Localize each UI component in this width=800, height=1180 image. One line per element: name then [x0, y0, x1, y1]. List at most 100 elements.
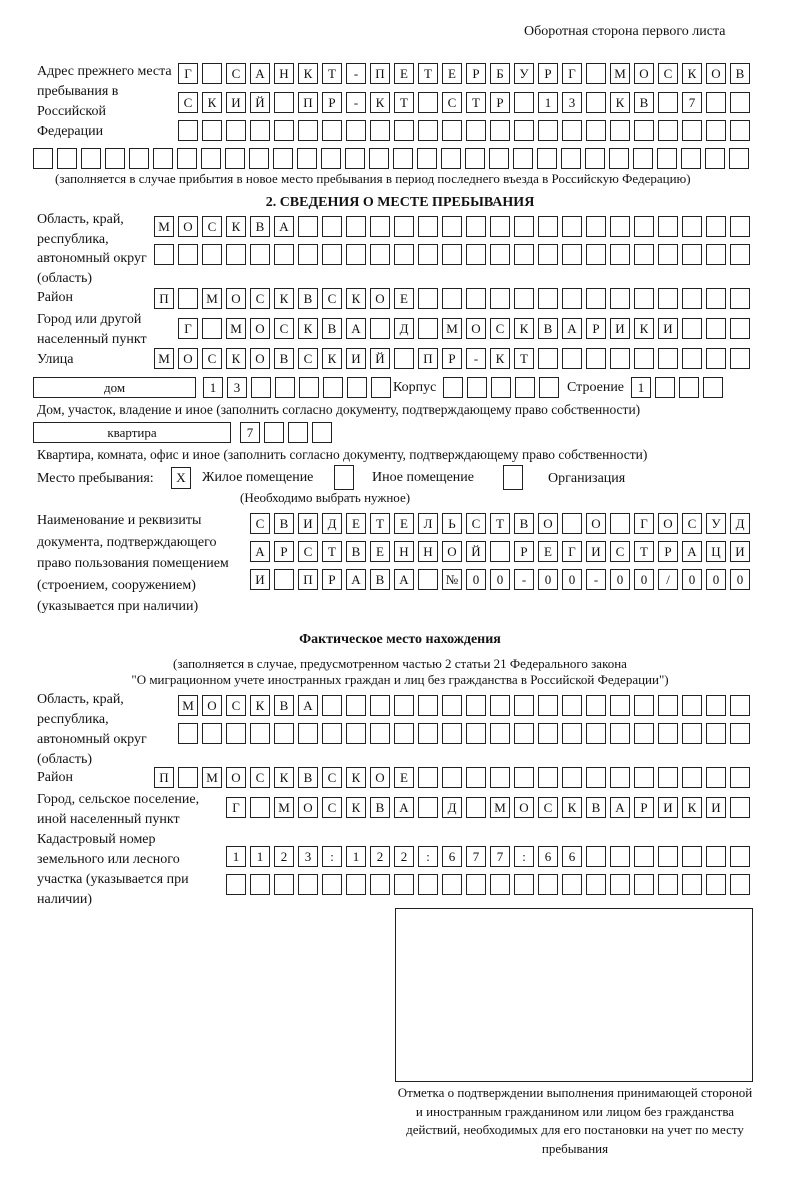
- char-cell[interactable]: А: [250, 63, 270, 84]
- char-cell[interactable]: А: [394, 797, 414, 818]
- char-cell[interactable]: В: [370, 569, 390, 590]
- char-cell[interactable]: [706, 767, 726, 788]
- char-cell[interactable]: Г: [562, 63, 582, 84]
- char-cell[interactable]: [275, 377, 295, 398]
- char-cell[interactable]: О: [658, 513, 678, 534]
- char-cell[interactable]: С: [658, 63, 678, 84]
- char-cell[interactable]: [274, 874, 294, 895]
- char-cell[interactable]: [226, 723, 246, 744]
- char-cell[interactable]: К: [562, 797, 582, 818]
- char-cell[interactable]: [706, 874, 726, 895]
- char-cell[interactable]: [634, 846, 654, 867]
- char-cell[interactable]: [682, 216, 702, 237]
- stay-option-other-checkbox[interactable]: [334, 465, 354, 490]
- char-cell[interactable]: [562, 874, 582, 895]
- char-cell[interactable]: Е: [538, 541, 558, 562]
- char-cell[interactable]: К: [298, 318, 318, 339]
- char-cell[interactable]: [467, 377, 487, 398]
- char-cell[interactable]: 6: [442, 846, 462, 867]
- char-cell[interactable]: [703, 377, 723, 398]
- char-cell[interactable]: И: [658, 797, 678, 818]
- char-cell[interactable]: [153, 148, 173, 169]
- char-cell[interactable]: [491, 377, 511, 398]
- char-cell[interactable]: [418, 216, 438, 237]
- char-cell[interactable]: [418, 244, 438, 265]
- char-cell[interactable]: С: [202, 216, 222, 237]
- char-cell[interactable]: М: [610, 63, 630, 84]
- char-cell[interactable]: [393, 148, 413, 169]
- char-cell[interactable]: М: [202, 767, 222, 788]
- char-cell[interactable]: [466, 244, 486, 265]
- char-cell[interactable]: [442, 767, 462, 788]
- char-cell[interactable]: [586, 767, 606, 788]
- char-cell[interactable]: [562, 767, 582, 788]
- char-cell[interactable]: [610, 120, 630, 141]
- char-cell[interactable]: [562, 120, 582, 141]
- char-cell[interactable]: [586, 120, 606, 141]
- char-cell[interactable]: №: [442, 569, 462, 590]
- char-cell[interactable]: [586, 63, 606, 84]
- char-cell[interactable]: /: [658, 569, 678, 590]
- char-cell[interactable]: [489, 148, 509, 169]
- char-cell[interactable]: [490, 695, 510, 716]
- char-cell[interactable]: -: [586, 569, 606, 590]
- char-cell[interactable]: [250, 797, 270, 818]
- char-cell[interactable]: [682, 244, 702, 265]
- char-cell[interactable]: Г: [562, 541, 582, 562]
- char-cell[interactable]: [706, 318, 726, 339]
- char-cell[interactable]: [418, 288, 438, 309]
- char-cell[interactable]: [312, 422, 332, 443]
- char-cell[interactable]: [585, 148, 605, 169]
- char-cell[interactable]: [705, 148, 725, 169]
- char-cell[interactable]: [539, 377, 559, 398]
- char-cell[interactable]: С: [442, 92, 462, 113]
- char-cell[interactable]: [33, 148, 53, 169]
- char-cell[interactable]: [682, 874, 702, 895]
- char-cell[interactable]: [586, 92, 606, 113]
- char-cell[interactable]: О: [370, 288, 390, 309]
- char-cell[interactable]: [298, 120, 318, 141]
- char-cell[interactable]: Т: [514, 348, 534, 369]
- char-cell[interactable]: И: [610, 318, 630, 339]
- char-cell[interactable]: М: [178, 695, 198, 716]
- char-cell[interactable]: [394, 348, 414, 369]
- char-cell[interactable]: [681, 148, 701, 169]
- char-cell[interactable]: [682, 723, 702, 744]
- char-cell[interactable]: [514, 288, 534, 309]
- char-cell[interactable]: [394, 120, 414, 141]
- char-cell[interactable]: А: [562, 318, 582, 339]
- char-cell[interactable]: К: [490, 348, 510, 369]
- char-cell[interactable]: [679, 377, 699, 398]
- char-cell[interactable]: В: [274, 695, 294, 716]
- char-cell[interactable]: С: [298, 348, 318, 369]
- char-cell[interactable]: [250, 244, 270, 265]
- char-cell[interactable]: [490, 288, 510, 309]
- char-cell[interactable]: И: [346, 348, 366, 369]
- char-cell[interactable]: [274, 92, 294, 113]
- char-cell[interactable]: [178, 723, 198, 744]
- char-cell[interactable]: М: [154, 216, 174, 237]
- char-cell[interactable]: :: [514, 846, 534, 867]
- char-cell[interactable]: Р: [514, 541, 534, 562]
- char-cell[interactable]: [514, 874, 534, 895]
- char-cell[interactable]: Б: [490, 63, 510, 84]
- char-cell[interactable]: С: [682, 513, 702, 534]
- char-cell[interactable]: [514, 767, 534, 788]
- char-cell[interactable]: 0: [538, 569, 558, 590]
- char-cell[interactable]: А: [682, 541, 702, 562]
- char-cell[interactable]: О: [370, 767, 390, 788]
- char-cell[interactable]: [730, 120, 750, 141]
- char-cell[interactable]: О: [202, 695, 222, 716]
- char-cell[interactable]: [370, 695, 390, 716]
- char-cell[interactable]: 0: [562, 569, 582, 590]
- char-cell[interactable]: И: [250, 569, 270, 590]
- char-cell[interactable]: [299, 377, 319, 398]
- char-cell[interactable]: Т: [466, 92, 486, 113]
- char-cell[interactable]: [658, 874, 678, 895]
- char-cell[interactable]: 1: [250, 846, 270, 867]
- char-cell[interactable]: [370, 723, 390, 744]
- house-type-field[interactable]: дом: [33, 377, 196, 398]
- char-cell[interactable]: [610, 874, 630, 895]
- char-cell[interactable]: [706, 288, 726, 309]
- char-cell[interactable]: К: [634, 318, 654, 339]
